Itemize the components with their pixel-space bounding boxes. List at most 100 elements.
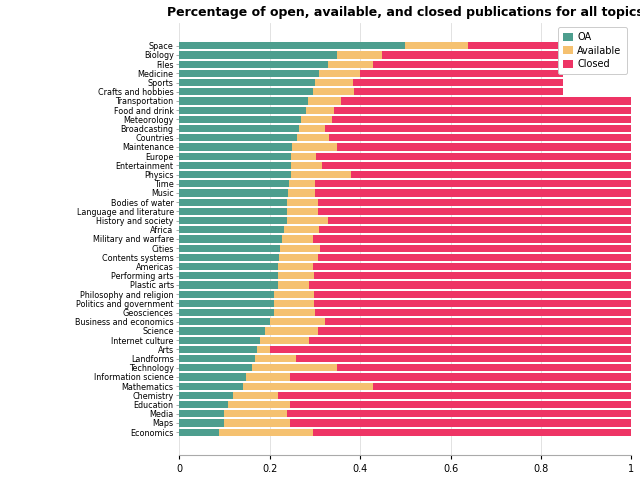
Bar (179, 355, 255, 362)
Bar (317, 208, 632, 215)
Bar (382, 51, 563, 59)
Bar (278, 263, 313, 270)
Bar (223, 420, 291, 427)
Bar (287, 410, 632, 417)
Bar (301, 116, 332, 123)
Bar (179, 116, 301, 123)
Bar (179, 42, 405, 49)
Bar (325, 125, 632, 132)
Bar (319, 327, 632, 335)
Bar (291, 420, 632, 427)
Bar (405, 42, 468, 49)
Bar (179, 107, 306, 114)
Bar (265, 327, 319, 335)
Bar (269, 346, 632, 353)
Bar (308, 97, 340, 105)
Bar (299, 125, 325, 132)
Bar (278, 392, 632, 399)
Bar (179, 217, 287, 224)
Bar (179, 70, 319, 77)
Bar (296, 355, 632, 362)
Bar (313, 235, 632, 242)
Bar (287, 199, 317, 206)
Bar (297, 134, 330, 141)
Bar (179, 134, 297, 141)
Bar (179, 245, 280, 252)
Bar (179, 392, 234, 399)
Bar (372, 60, 563, 68)
Bar (319, 70, 360, 77)
Bar (179, 272, 278, 279)
Bar (252, 364, 337, 372)
Bar (278, 254, 319, 261)
Bar (179, 420, 223, 427)
Bar (278, 272, 314, 279)
Bar (179, 383, 243, 390)
Bar (319, 254, 632, 261)
Bar (337, 364, 632, 372)
Bar (179, 281, 278, 288)
Legend: OA, Available, Closed: OA, Available, Closed (558, 27, 627, 74)
Bar (179, 429, 219, 436)
Bar (313, 429, 632, 436)
Bar (315, 79, 353, 86)
Bar (243, 383, 372, 390)
Bar (274, 309, 315, 316)
Bar (179, 309, 274, 316)
Bar (179, 318, 269, 325)
Bar (332, 116, 632, 123)
Bar (291, 162, 322, 169)
Bar (334, 107, 632, 114)
Bar (315, 309, 632, 316)
Bar (179, 300, 274, 307)
Bar (291, 171, 351, 178)
Bar (179, 125, 299, 132)
Bar (284, 226, 319, 233)
Bar (291, 153, 316, 160)
Bar (260, 336, 308, 344)
Bar (308, 336, 632, 344)
Bar (179, 401, 228, 408)
Bar (320, 245, 632, 252)
Title: Percentage of open, available, and closed publications for all topics: Percentage of open, available, and close… (167, 6, 640, 19)
Bar (274, 290, 314, 298)
Bar (234, 392, 278, 399)
Bar (314, 290, 632, 298)
Bar (353, 79, 563, 86)
Bar (219, 429, 313, 436)
Bar (269, 318, 325, 325)
Bar (287, 208, 317, 215)
Bar (179, 97, 308, 105)
Bar (288, 190, 315, 196)
Bar (328, 60, 372, 68)
Bar (287, 217, 328, 224)
Bar (179, 327, 265, 335)
Bar (179, 290, 274, 298)
Bar (179, 254, 278, 261)
Bar (315, 190, 632, 196)
Bar (179, 88, 312, 96)
Bar (179, 346, 257, 353)
Bar (179, 336, 260, 344)
Bar (179, 162, 291, 169)
Bar (319, 226, 632, 233)
Bar (179, 51, 337, 59)
Bar (179, 153, 291, 160)
Bar (291, 373, 632, 381)
Bar (179, 373, 246, 381)
Bar (322, 162, 632, 169)
Bar (278, 281, 308, 288)
Bar (179, 199, 287, 206)
Bar (328, 217, 632, 224)
Bar (179, 79, 315, 86)
Bar (179, 144, 292, 151)
Bar (314, 272, 632, 279)
Bar (360, 70, 563, 77)
Bar (257, 346, 269, 353)
Bar (337, 144, 632, 151)
Bar (325, 318, 632, 325)
Bar (274, 300, 314, 307)
Bar (179, 263, 278, 270)
Bar (179, 226, 284, 233)
Bar (330, 134, 632, 141)
